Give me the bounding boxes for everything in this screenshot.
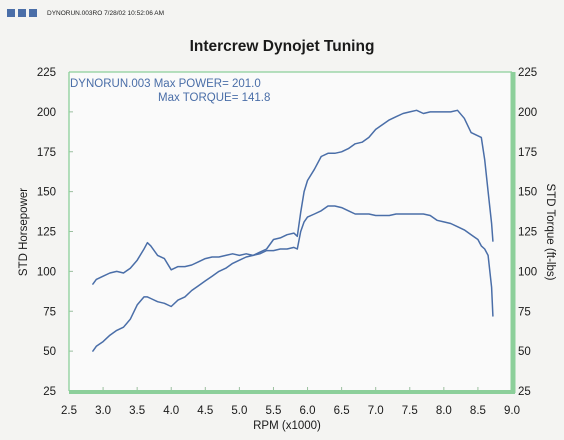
y-right-tick-label: 225 (518, 67, 537, 79)
x-tick-label: 2.5 (61, 405, 77, 417)
y-right-tick-labels: 25 50 75 100 125 150 175 200 225 (518, 67, 537, 398)
x-tick-label: 3.5 (129, 405, 145, 417)
plot-frame (68, 71, 516, 394)
series-line-horsepower (92, 109, 494, 352)
x-tick-label: 7.5 (402, 405, 418, 417)
x-tick-label: 6.5 (334, 405, 350, 417)
y-axis-label-right: STD Torque (ft-lbs) (544, 184, 556, 281)
chart-title: Intercrew Dynojet Tuning (190, 38, 375, 55)
annotation-max-torque: Max TORQUE= 141.8 (158, 92, 270, 104)
x-tick-label: 4.0 (163, 405, 179, 417)
y-left-tick-labels: 25 50 75 100 125 150 175 200 225 (37, 67, 56, 398)
y-right-tick-label: 200 (518, 107, 537, 119)
x-tick-label: 7.0 (368, 405, 384, 417)
header-square (29, 9, 37, 17)
y-left-tick-label: 150 (37, 187, 56, 199)
x-axis-label: RPM (x1000) (253, 420, 321, 432)
x-tick-label: 8.0 (436, 405, 452, 417)
y-left-tick-label: 75 (43, 306, 56, 318)
y-right-tick-label: 125 (518, 227, 537, 239)
x-tick-label: 5.0 (231, 405, 247, 417)
x-tick-label: 3.0 (95, 405, 111, 417)
x-tick-label: 6.0 (300, 405, 316, 417)
series-layer (92, 109, 494, 352)
y-left-tick-label: 50 (43, 346, 56, 358)
x-tick-label: 5.5 (265, 405, 281, 417)
x-tick-labels: 2.5 3.0 3.5 4.0 4.5 5.0 5.5 6.0 6.5 7.0 7.5 8.0 8.5 9… (61, 405, 520, 417)
y-right-tick-label: 175 (518, 147, 537, 159)
series-line-torque (92, 205, 494, 317)
y-left-tick-label: 125 (37, 227, 56, 239)
y-left-tick-label: 200 (37, 107, 56, 119)
y-left-tick-label: 225 (37, 67, 56, 79)
header-squares (7, 9, 37, 17)
header-square (18, 9, 26, 17)
y-right-tick-label: 100 (518, 266, 537, 278)
y-left-tick-label: 175 (37, 147, 56, 159)
x-tick-label: 4.5 (197, 405, 213, 417)
y-right-tick-label: 25 (518, 386, 531, 398)
x-tick-label: 9.0 (504, 405, 520, 417)
y-right-tick-label: 50 (518, 346, 531, 358)
header-square (7, 9, 15, 17)
x-tick-label: 8.5 (470, 405, 486, 417)
file-info-text: DYNORUN.003RO 7/28/02 10:52:06 AM (47, 10, 164, 17)
y-right-tick-label: 75 (518, 306, 531, 318)
plot-area (69, 72, 512, 391)
annotation-max-power: DYNORUN.003 Max POWER= 201.0 (70, 78, 261, 90)
y-left-tick-label: 25 (43, 386, 56, 398)
y-left-tick-label: 100 (37, 266, 56, 278)
y-axis-label-left: STD Horsepower (18, 188, 30, 276)
y-right-tick-label: 150 (518, 187, 537, 199)
